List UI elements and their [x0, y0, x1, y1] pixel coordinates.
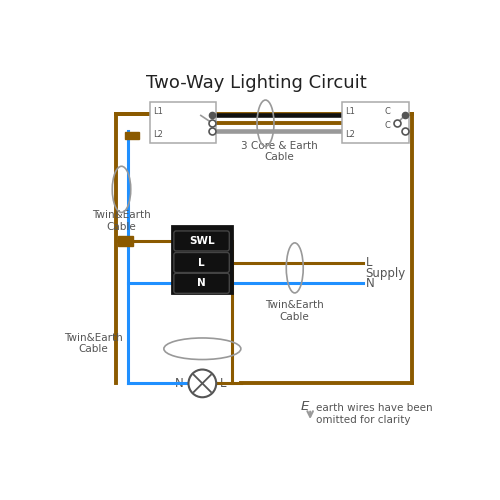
Text: L: L — [198, 258, 205, 268]
FancyBboxPatch shape — [174, 274, 230, 293]
Text: E: E — [301, 400, 310, 413]
Text: Two-Way Lighting Circuit: Two-Way Lighting Circuit — [146, 74, 366, 92]
FancyBboxPatch shape — [174, 252, 230, 272]
FancyBboxPatch shape — [174, 231, 230, 251]
Text: L1: L1 — [153, 107, 163, 116]
Text: N: N — [175, 377, 184, 390]
Bar — [172, 226, 232, 294]
Text: L: L — [366, 256, 372, 269]
Text: L2: L2 — [346, 130, 356, 139]
Text: Twin&Earth
Cable: Twin&Earth Cable — [92, 210, 151, 232]
Text: Supply: Supply — [366, 267, 406, 280]
Text: SWL: SWL — [189, 236, 214, 246]
Text: L2: L2 — [153, 130, 163, 139]
Bar — [150, 102, 216, 143]
Text: earth wires have been
omitted for clarity: earth wires have been omitted for clarit… — [316, 404, 433, 425]
Text: L1: L1 — [346, 107, 356, 116]
Bar — [126, 132, 139, 140]
Text: L: L — [220, 377, 226, 390]
Text: Twin&Earth
Cable: Twin&Earth Cable — [64, 332, 122, 354]
Text: 3 Core & Earth
Cable: 3 Core & Earth Cable — [241, 141, 318, 163]
Bar — [118, 236, 133, 246]
Text: N: N — [197, 278, 206, 288]
Circle shape — [188, 370, 216, 398]
Text: C: C — [385, 107, 390, 116]
Bar — [342, 102, 408, 143]
Text: Twin&Earth
Cable: Twin&Earth Cable — [266, 300, 324, 322]
Text: N: N — [366, 277, 374, 290]
Text: C: C — [385, 121, 390, 130]
